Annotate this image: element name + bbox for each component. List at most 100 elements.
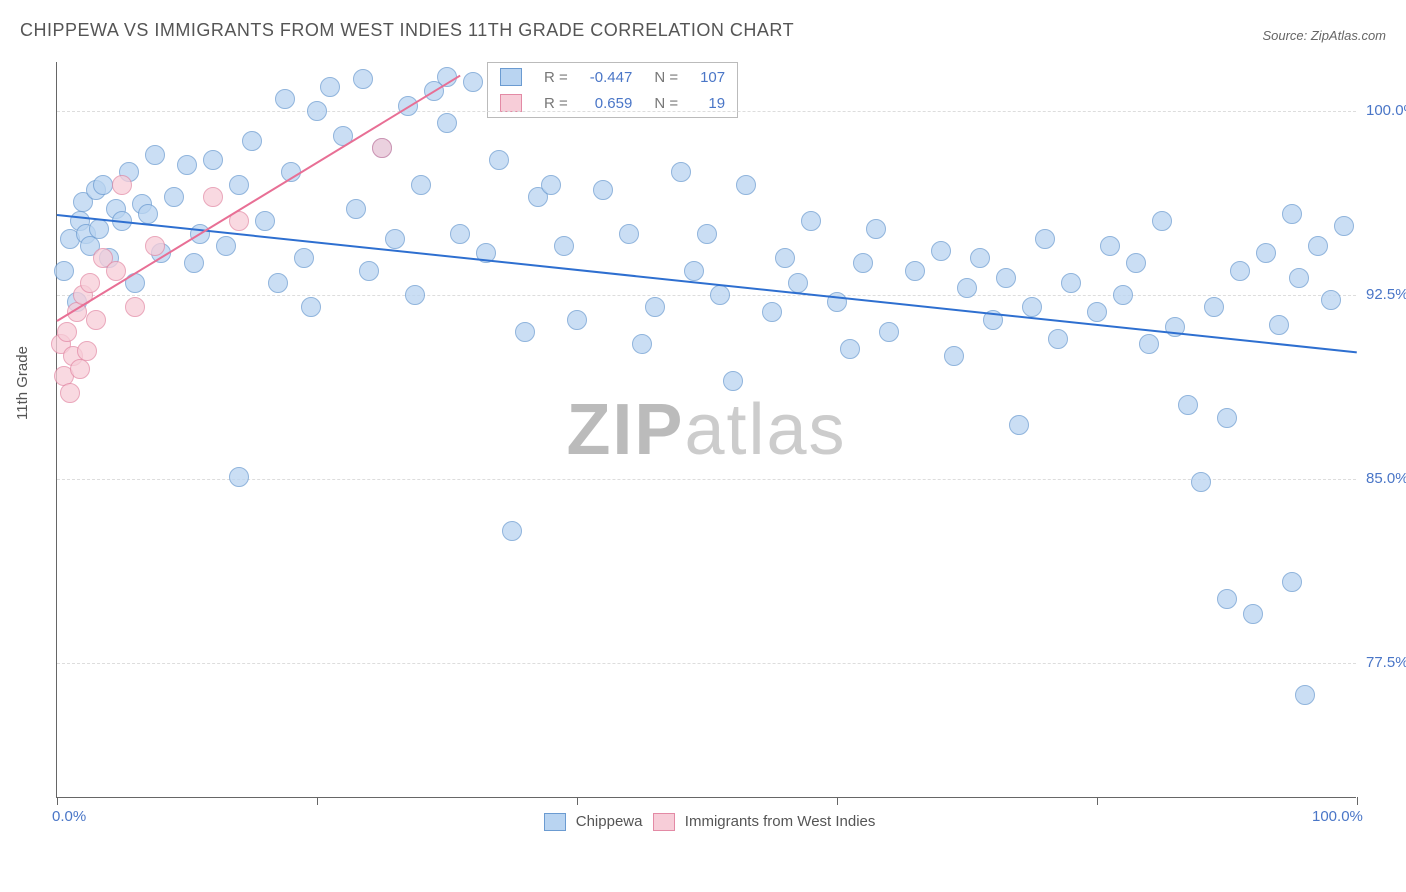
point-chippewa	[138, 204, 158, 224]
legend-statistics: R =-0.447N =107R =0.659N =19	[487, 62, 738, 118]
point-chippewa	[450, 224, 470, 244]
point-chippewa	[1178, 395, 1198, 415]
point-chippewa	[216, 236, 236, 256]
point-west-indies	[145, 236, 165, 256]
point-chippewa	[437, 113, 457, 133]
legend-n-value: 107	[690, 65, 735, 89]
gridline-h	[57, 479, 1356, 480]
y-axis-label: 11th Grade	[14, 346, 31, 420]
point-chippewa	[1282, 204, 1302, 224]
point-west-indies	[86, 310, 106, 330]
gridline-h	[57, 111, 1356, 112]
xtick	[317, 797, 318, 805]
point-chippewa	[684, 261, 704, 281]
xtick-label: 0.0%	[52, 808, 86, 825]
legend-r-label: R =	[534, 65, 578, 89]
point-chippewa	[1100, 236, 1120, 256]
source-label: Source: ZipAtlas.com	[1262, 28, 1386, 43]
point-chippewa	[275, 89, 295, 109]
point-west-indies	[60, 383, 80, 403]
point-west-indies	[80, 273, 100, 293]
point-chippewa	[359, 261, 379, 281]
xtick	[1097, 797, 1098, 805]
legend-n-label: N =	[644, 65, 688, 89]
gridline-h	[57, 295, 1356, 296]
point-chippewa	[1269, 315, 1289, 335]
point-chippewa	[1087, 302, 1107, 322]
point-chippewa	[879, 322, 899, 342]
ytick-label: 100.0%	[1366, 102, 1406, 119]
point-chippewa	[970, 248, 990, 268]
point-chippewa	[905, 261, 925, 281]
ytick-label: 77.5%	[1366, 654, 1406, 671]
point-chippewa	[93, 175, 113, 195]
point-chippewa	[411, 175, 431, 195]
point-chippewa	[619, 224, 639, 244]
legend-series: Chippewa Immigrants from West Indies	[57, 813, 1356, 831]
point-chippewa	[1321, 290, 1341, 310]
point-chippewa	[463, 72, 483, 92]
point-chippewa	[229, 467, 249, 487]
point-chippewa	[1289, 268, 1309, 288]
ytick-label: 85.0%	[1366, 470, 1406, 487]
point-chippewa	[593, 180, 613, 200]
point-chippewa	[164, 187, 184, 207]
point-chippewa	[1009, 415, 1029, 435]
point-chippewa	[1256, 243, 1276, 263]
xtick	[1357, 797, 1358, 805]
point-chippewa	[385, 229, 405, 249]
point-west-indies	[125, 297, 145, 317]
point-chippewa	[1139, 334, 1159, 354]
point-chippewa	[957, 278, 977, 298]
point-chippewa	[502, 521, 522, 541]
point-chippewa	[944, 346, 964, 366]
point-west-indies	[70, 359, 90, 379]
point-chippewa	[1295, 685, 1315, 705]
xtick	[837, 797, 838, 805]
point-chippewa	[255, 211, 275, 231]
point-west-indies	[57, 322, 77, 342]
point-chippewa	[801, 211, 821, 231]
point-west-indies	[106, 261, 126, 281]
gridline-h	[57, 663, 1356, 664]
watermark: ZIPatlas	[566, 389, 846, 471]
point-chippewa	[1334, 216, 1354, 236]
legend-bottom-swatch-blue	[544, 813, 566, 831]
point-chippewa	[1035, 229, 1055, 249]
point-chippewa	[1217, 408, 1237, 428]
point-chippewa	[1204, 297, 1224, 317]
point-chippewa	[671, 162, 691, 182]
legend-swatch-blue	[500, 68, 522, 86]
point-chippewa	[866, 219, 886, 239]
point-chippewa	[268, 273, 288, 293]
point-west-indies	[77, 341, 97, 361]
point-chippewa	[346, 199, 366, 219]
ytick-label: 92.5%	[1366, 286, 1406, 303]
point-chippewa	[840, 339, 860, 359]
point-chippewa	[554, 236, 574, 256]
point-chippewa	[1126, 253, 1146, 273]
point-chippewa	[242, 131, 262, 151]
point-chippewa	[567, 310, 587, 330]
point-chippewa	[931, 241, 951, 261]
legend-bottom-swatch-pink	[653, 813, 675, 831]
point-west-indies	[112, 175, 132, 195]
point-chippewa	[515, 322, 535, 342]
point-chippewa	[541, 175, 561, 195]
point-chippewa	[697, 224, 717, 244]
point-chippewa	[1048, 329, 1068, 349]
point-west-indies	[203, 187, 223, 207]
point-chippewa	[1243, 604, 1263, 624]
point-chippewa	[853, 253, 873, 273]
legend-bottom-label-blue: Chippewa	[572, 813, 647, 830]
point-chippewa	[632, 334, 652, 354]
point-chippewa	[1308, 236, 1328, 256]
point-chippewa	[229, 175, 249, 195]
point-chippewa	[788, 273, 808, 293]
point-chippewa	[1022, 297, 1042, 317]
point-chippewa	[996, 268, 1016, 288]
legend-bottom-label-pink: Immigrants from West Indies	[681, 813, 876, 830]
point-west-indies	[372, 138, 392, 158]
point-chippewa	[489, 150, 509, 170]
point-chippewa	[723, 371, 743, 391]
